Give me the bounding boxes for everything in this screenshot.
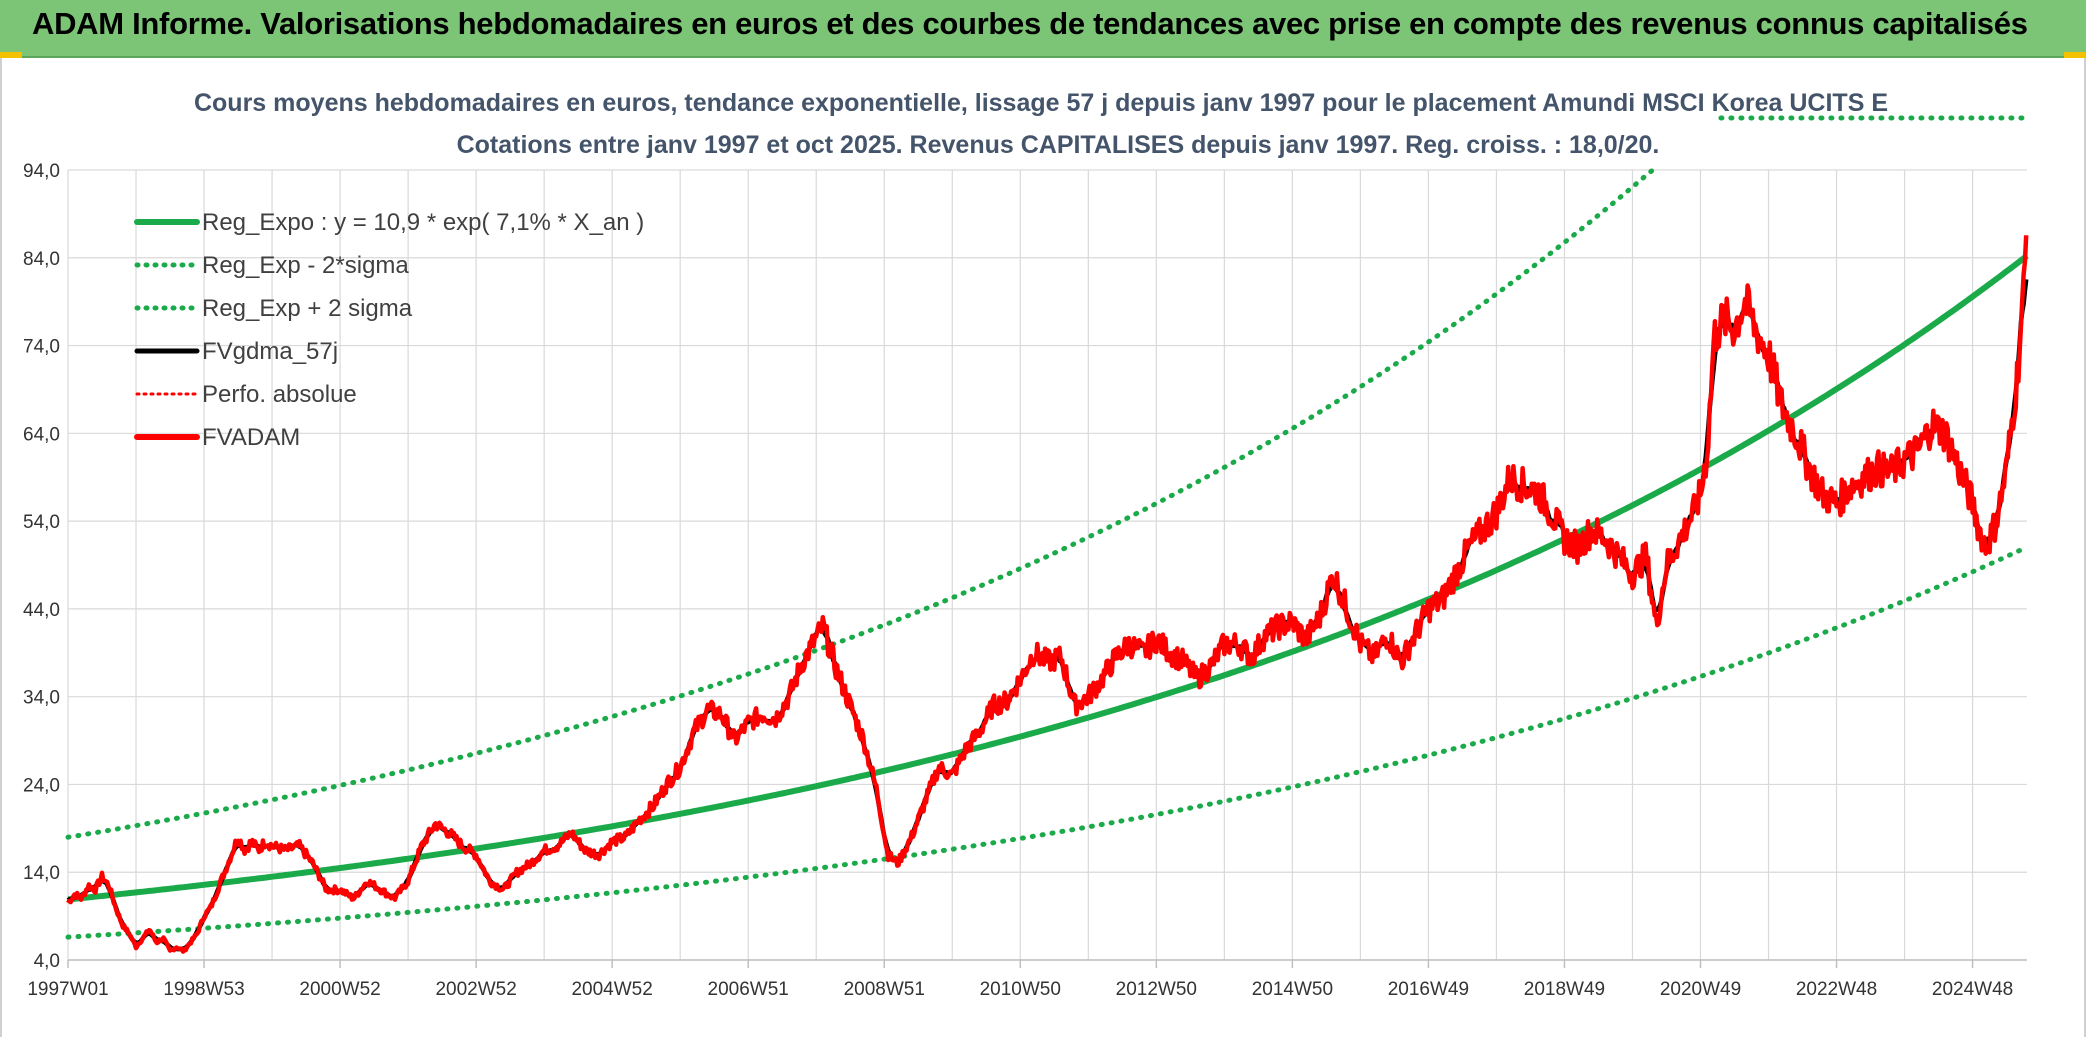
y-tick-label: 4,0 [34, 951, 60, 972]
x-tick-label: 2008W51 [844, 979, 925, 1000]
chart-title-line1: Cours moyens hebdomadaires en euros, ten… [194, 89, 1888, 117]
x-tick-label: 2000W52 [299, 979, 380, 1000]
legend-label-low: Reg_Exp - 2*sigma [202, 252, 409, 279]
y-tick-label: 74,0 [23, 337, 60, 358]
x-tick-label: 2004W52 [571, 979, 652, 1000]
reg-plus-2sigma-line [65, 167, 1656, 840]
fvadam-line [66, 235, 2029, 954]
axes: 4,0 14,0 24,0 34,0 44,0 54,0 64,0 74,0 84,0 94,0 1… [23, 161, 2027, 1000]
legend-label-high: Reg_Exp + 2 sigma [202, 295, 413, 322]
legend-label-price: FVADAM [202, 424, 300, 451]
x-tick-label: 2024W48 [1932, 979, 2013, 1000]
y-tick-label: 84,0 [23, 249, 60, 270]
reg-expo-line [67, 253, 2029, 903]
y-tick-label: 54,0 [23, 512, 60, 533]
chart-title-line2: Cotations entre janv 1997 et oct 2025. R… [457, 131, 1660, 159]
x-tick-label: 2016W49 [1388, 979, 1469, 1000]
y-tick-label: 64,0 [23, 424, 60, 445]
x-tick-label: 2002W52 [435, 979, 516, 1000]
x-tick-label: 2018W49 [1524, 979, 1605, 1000]
grid [67, 169, 2027, 961]
reg-minus-2sigma-line [65, 544, 2030, 940]
series [65, 115, 2030, 954]
y-tick-label: 34,0 [23, 688, 60, 709]
x-tick-label: 2014W50 [1252, 979, 1333, 1000]
x-tick-label: 2012W50 [1116, 979, 1197, 1000]
corner-mark-left [0, 52, 22, 58]
y-tick-label: 44,0 [23, 600, 60, 621]
chart-frame [0, 58, 2086, 1037]
report-title: ADAM Informe. Valorisations hebdomadaire… [32, 6, 2028, 41]
x-tick-label: 1997W01 [27, 979, 108, 1000]
x-tick-label: 2006W51 [708, 979, 789, 1000]
legend-label-reg: Reg_Expo : y = 10,9 * exp( 7,1% * X_an ) [202, 209, 644, 236]
y-tick-label: 24,0 [23, 775, 60, 796]
legend: Reg_Expo : y = 10,9 * exp( 7,1% * X_an )… [134, 209, 644, 451]
fvgdma-57j-line [66, 279, 2029, 952]
x-tick-label: 2020W49 [1660, 979, 1741, 1000]
x-tick-label: 2022W48 [1796, 979, 1877, 1000]
legend-label-smooth: FVgdma_57j [202, 338, 338, 365]
report-banner: ADAM Informe. Valorisations hebdomadaire… [0, 0, 2086, 58]
corner-mark-right [2064, 52, 2086, 58]
y-tick-label: 14,0 [23, 863, 60, 884]
x-tick-label: 2010W50 [980, 979, 1061, 1000]
x-tick-label: 1998W53 [163, 979, 244, 1000]
legend-label-perfo: Perfo. absolue [202, 381, 357, 408]
y-tick-label: 94,0 [23, 161, 60, 182]
